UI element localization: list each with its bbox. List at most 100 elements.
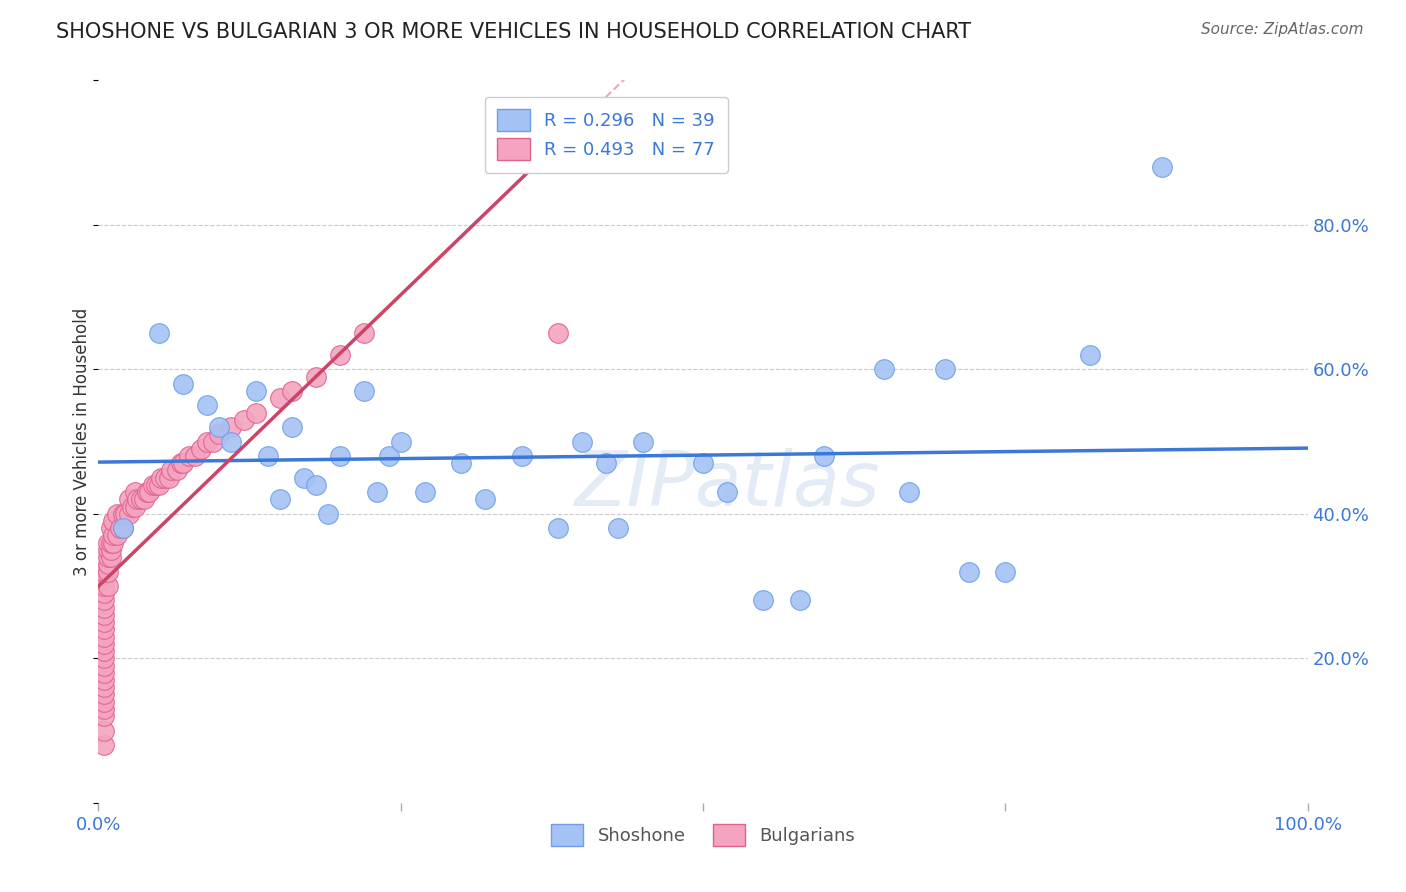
Point [111,521,134,535]
Point [97,542,120,557]
Point [111,507,134,521]
Point [124,485,146,500]
Point [994,565,1017,579]
Point [571,434,593,449]
Text: ZIPatlas: ZIPatlas [575,448,880,522]
Point [160,463,183,477]
Point [93,673,115,687]
Point [118,507,141,521]
Point [93,615,115,630]
Point [100,542,122,557]
Point [607,521,630,535]
Point [93,630,115,644]
Point [93,680,115,694]
Point [450,456,472,470]
Point [97,535,120,549]
Point [281,384,304,398]
Point [595,456,617,470]
Point [813,449,835,463]
Point [111,521,134,535]
Point [389,434,412,449]
Point [190,442,212,456]
Point [105,528,128,542]
Point [245,406,267,420]
Point [105,507,128,521]
Point [100,535,122,549]
Point [934,362,956,376]
Point [100,521,122,535]
Point [101,514,124,528]
Point [93,637,115,651]
Text: SHOSHONE VS BULGARIAN 3 OR MORE VEHICLES IN HOUSEHOLD CORRELATION CHART: SHOSHONE VS BULGARIAN 3 OR MORE VEHICLES… [56,22,972,42]
Point [353,326,375,340]
Point [202,434,225,449]
Point [172,456,194,470]
Point [169,456,191,470]
Point [166,463,188,477]
Point [114,507,136,521]
Text: Source: ZipAtlas.com: Source: ZipAtlas.com [1201,22,1364,37]
Point [108,521,131,535]
Point [93,695,115,709]
Point [148,326,170,340]
Point [1152,160,1174,174]
Point [142,478,165,492]
Point [195,398,218,412]
Point [93,565,115,579]
Point [716,485,738,500]
Point [221,420,243,434]
Point [101,535,124,549]
Point [510,449,533,463]
Point [93,709,115,723]
Point [269,492,291,507]
Point [353,384,375,398]
Point [195,434,218,449]
Point [329,348,352,362]
Point [93,593,115,607]
Point [897,485,920,500]
Point [101,528,124,542]
Point [281,420,304,434]
Point [245,384,267,398]
Point [97,550,120,565]
Point [93,607,115,622]
Point [93,586,115,600]
Point [547,521,569,535]
Point [134,492,156,507]
Point [135,485,157,500]
Point [97,565,120,579]
Point [184,449,207,463]
Point [292,470,315,484]
Point [93,579,115,593]
Point [124,500,146,514]
Point [148,478,170,492]
Point [121,500,143,514]
Point [93,665,115,680]
Point [93,702,115,716]
Point [873,362,896,376]
Point [413,485,436,500]
Point [789,593,811,607]
Point [547,326,569,340]
Point [93,572,115,586]
Legend: Shoshone, Bulgarians: Shoshone, Bulgarians [538,812,868,859]
Point [256,449,278,463]
Point [208,427,231,442]
Point [93,644,115,658]
Point [631,434,654,449]
Point [179,449,201,463]
Point [100,550,122,565]
Point [153,470,176,484]
Point [172,376,194,391]
Point [752,593,775,607]
Point [97,579,120,593]
Point [93,658,115,673]
Point [221,434,243,449]
Y-axis label: 3 or more Vehicles in Household: 3 or more Vehicles in Household [73,308,91,575]
Point [208,420,231,434]
Point [127,492,149,507]
Point [93,651,115,665]
Point [232,413,254,427]
Point [692,456,714,470]
Point [316,507,339,521]
